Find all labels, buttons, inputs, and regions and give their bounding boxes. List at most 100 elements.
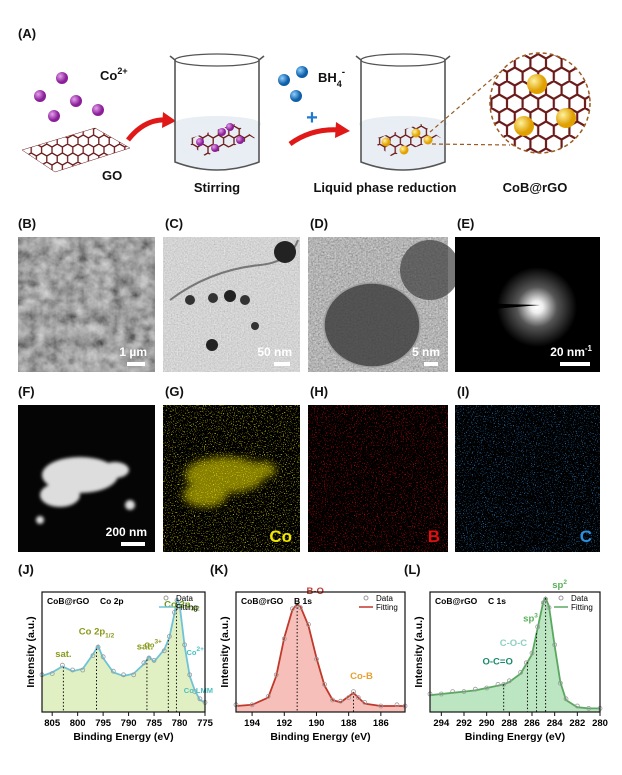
plot-frame (41, 591, 206, 713)
data-point (330, 697, 335, 703)
x-tick-label: 282 (569, 718, 585, 729)
data-point (501, 682, 507, 687)
magnifier-ring (489, 52, 591, 154)
data-point (151, 658, 157, 663)
data-point (540, 600, 546, 606)
go-label: GO (102, 168, 122, 183)
x-tick-label: 188 (341, 718, 357, 729)
magnified-view (490, 53, 590, 153)
data-point (187, 672, 193, 678)
borohydride (278, 66, 308, 102)
data-point (177, 604, 182, 609)
x-tick-label: 805 (44, 718, 61, 729)
fit-area (236, 604, 405, 712)
data-point (574, 703, 580, 709)
data-point (297, 605, 303, 610)
data-point (450, 689, 456, 694)
data-point (546, 605, 552, 610)
peak-label: sp3 (523, 612, 538, 624)
panel-label: (K) (210, 562, 228, 577)
arrow (288, 127, 341, 147)
panel-label: (L) (404, 562, 421, 577)
y-axis-label: Intensity (a.u.) (25, 616, 37, 687)
data-point (281, 636, 287, 642)
peak-label: sat. (55, 649, 71, 660)
x-tick-label: 186 (373, 718, 389, 729)
data-point (472, 686, 478, 692)
peak-label: Co LMM (184, 686, 213, 695)
data-point (355, 695, 361, 700)
data-point (49, 671, 55, 676)
plot-frame (235, 591, 406, 713)
arrow-head (335, 122, 350, 138)
y-axis-label: Intensity (a.u.) (413, 616, 425, 687)
data-point (146, 655, 152, 661)
data-point (543, 596, 548, 602)
data-point (394, 702, 400, 708)
haadf-image (18, 405, 155, 552)
peak-label: Co-B (350, 671, 373, 682)
data-point (338, 698, 344, 704)
fit-line (429, 596, 600, 710)
x-tick-label: 780 (172, 718, 188, 729)
data-point (322, 682, 327, 687)
peak-label: Co 2p3/2 (164, 600, 200, 613)
legend-label: Data (376, 594, 393, 603)
x-tick-label: 190 (309, 718, 325, 729)
data-point (378, 703, 384, 709)
legend-marker (558, 595, 564, 601)
data-point (110, 668, 116, 674)
data-point (273, 672, 279, 678)
ion-label: Co2+ (100, 66, 128, 83)
region-label: C 1s (488, 596, 506, 606)
scale-bar (127, 362, 145, 366)
data-point (121, 672, 126, 678)
data-point (174, 598, 180, 603)
data-point (294, 602, 300, 608)
scale-bar (560, 362, 590, 366)
panel-label: (C) (165, 216, 183, 231)
peak-label: Co 2p1/2 (79, 627, 115, 640)
fit-line (235, 602, 405, 707)
scale-bar (121, 542, 145, 546)
legend-label: Data (176, 594, 193, 603)
panel-label: (D) (310, 216, 328, 231)
x-tick-label: 795 (95, 718, 112, 729)
data-point (131, 672, 137, 678)
data-point (70, 667, 75, 673)
eds-maps: 1 µm 50 nm 5 nm 20 nm-1 200 nm Co B C (106, 344, 600, 552)
data-point (95, 644, 101, 650)
peak-label: Co3+ (144, 639, 162, 650)
x-tick-label: 292 (456, 718, 472, 729)
scale-label: 1 µm (119, 345, 147, 359)
data-point (306, 622, 311, 627)
beaker (169, 53, 265, 171)
data-point (523, 660, 529, 666)
x-tick-label: 288 (501, 718, 517, 729)
legend-label: Fitting (176, 603, 198, 612)
x-tick-label: 280 (592, 718, 608, 729)
scale-label: 20 nm-1 (550, 344, 592, 359)
panel-label: (H) (310, 384, 328, 399)
data-point (161, 648, 167, 654)
peak-label: sat. (137, 642, 153, 653)
data-point (529, 650, 535, 656)
data-point (518, 670, 524, 675)
step-label: Liquid phase reduction (313, 180, 456, 195)
data-point (552, 642, 558, 648)
x-tick-label: 284 (547, 718, 564, 729)
fit-area (430, 598, 600, 712)
element-label: Co (269, 527, 292, 546)
x-tick-label: 294 (433, 718, 450, 729)
step-label: Stirring (194, 180, 240, 195)
sample-label: CoB@rGO (241, 596, 284, 606)
xps-chart: sat. Co 2p1/2 sat. Co 2p3/2 Co3+ Co2+ Co LMM 80… (25, 591, 214, 743)
zoom-line (431, 143, 511, 146)
x-tick-label: 290 (479, 718, 495, 729)
x-tick-label: 790 (121, 718, 137, 729)
x-tick-label: 192 (276, 718, 292, 729)
data-point (59, 662, 65, 668)
data-point (192, 689, 198, 694)
panel-label: (E) (457, 216, 474, 231)
